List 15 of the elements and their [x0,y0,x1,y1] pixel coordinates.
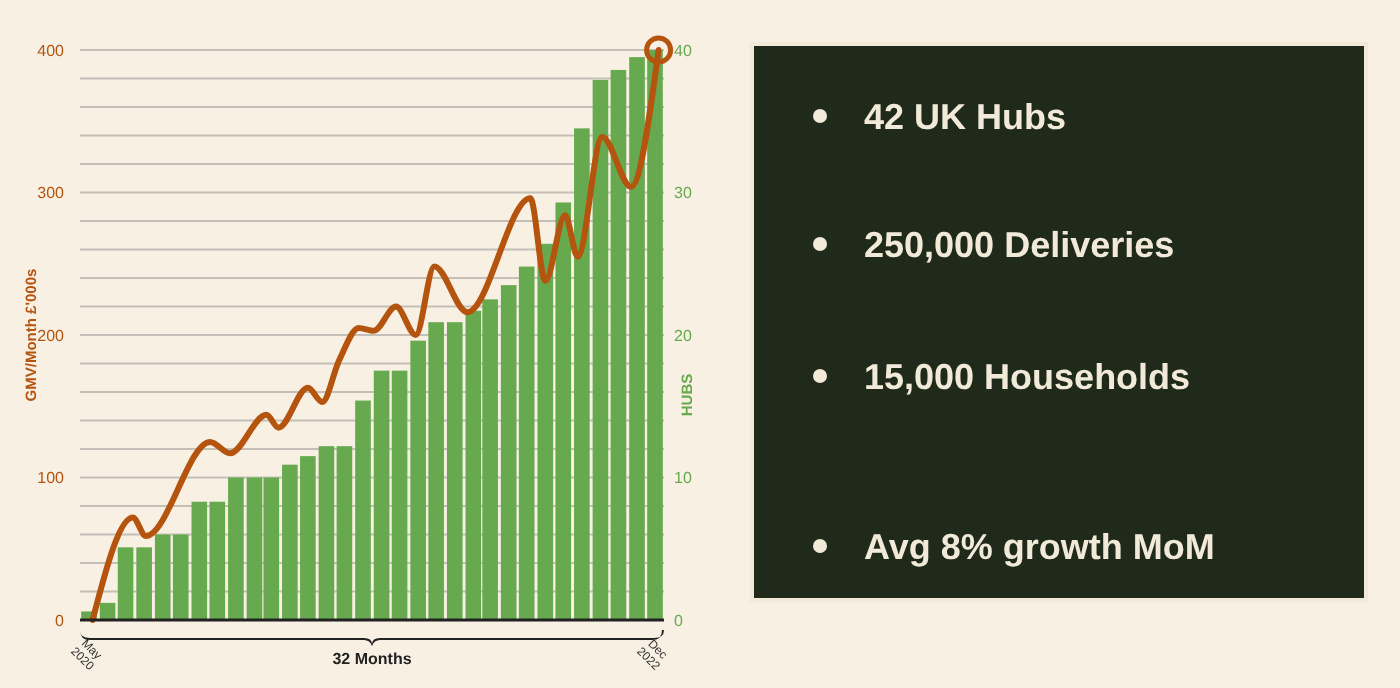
text: 15,000 Households [864,356,1191,397]
y-tick-label: 0 [55,611,66,630]
text: 250,000 Deliveries [864,224,1175,265]
y-tick-label: 400 [37,41,66,60]
y2-tick-label: 20 [674,326,693,345]
y2-tick-label: 10 [674,469,693,488]
y2-tick-label: 40 [674,41,693,60]
y-tick-label: 300 [37,184,66,203]
y2-tick-label: 0 [674,611,684,630]
x-axis-title: 32 Months [332,650,413,668]
text: Avg 8% growth MoM [864,526,1215,567]
y2-tick-label: 30 [674,184,693,203]
y-tick-label: 200 [37,326,66,345]
y-tick-label: 100 [37,469,66,488]
text: 42 UK Hubs [864,96,1067,137]
